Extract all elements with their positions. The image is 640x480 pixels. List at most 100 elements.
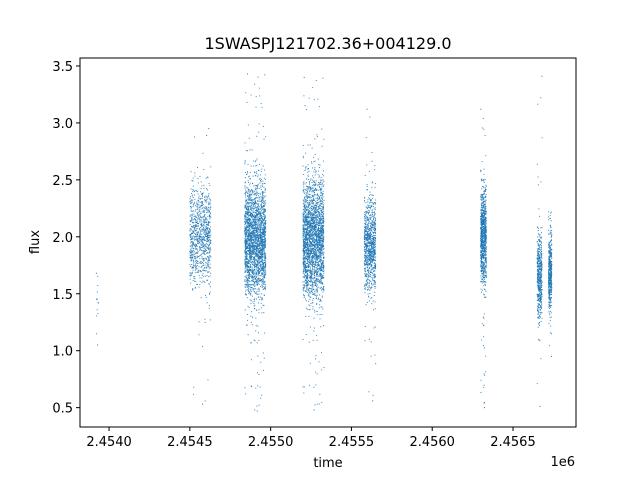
data-point [248,275,250,277]
data-point [258,293,260,295]
data-point [249,237,251,239]
data-point [319,300,321,302]
data-point [306,199,308,201]
data-point [257,325,259,327]
data-point [209,263,211,265]
data-point [195,233,197,235]
data-point [245,227,247,229]
data-point [203,238,205,240]
data-point [259,223,261,225]
data-point [256,282,258,284]
data-point [262,221,264,223]
data-point [247,236,249,238]
data-point [250,359,252,361]
data-point [310,209,312,211]
data-point [245,257,247,259]
data-point [194,255,196,257]
data-point [257,225,259,227]
data-point [311,194,313,196]
data-point [305,218,307,220]
data-point [262,256,264,258]
data-point [314,225,316,227]
data-point [264,238,266,240]
data-point [199,236,201,238]
data-point [190,256,192,258]
data-point [197,270,199,272]
data-point [310,238,312,240]
data-point [260,221,262,223]
data-point [317,241,319,243]
data-point [208,257,210,259]
data-point [320,251,322,253]
data-point [316,264,318,266]
data-point [314,268,316,270]
data-point [248,221,250,223]
data-point [311,245,313,247]
data-point [304,275,306,277]
data-point [202,193,204,195]
data-point [256,283,258,285]
data-point [264,233,266,235]
data-point [246,248,248,250]
data-point [304,241,306,243]
data-point [249,253,251,255]
data-point [204,275,206,277]
data-point [308,309,310,311]
data-point [207,221,209,223]
data-point [322,308,324,310]
data-point [322,214,324,216]
data-point [247,231,249,233]
data-point [308,210,310,212]
data-point [203,244,205,245]
data-point [317,256,319,258]
data-point [201,208,203,210]
data-point [252,250,254,252]
data-point [322,201,324,203]
data-point [311,147,313,149]
data-point [322,228,324,230]
data-point [251,284,253,286]
data-point [319,195,321,197]
data-point [260,210,262,212]
data-point [311,260,313,262]
data-point [257,220,259,222]
data-point [318,201,320,203]
data-point [255,230,257,232]
data-point [190,275,192,277]
data-point [252,237,254,239]
data-point [244,185,246,187]
data-point [190,228,192,230]
data-point [255,239,257,241]
data-point [192,257,194,259]
data-point [320,256,322,258]
data-point [316,134,318,136]
data-point [311,188,313,190]
data-point [190,220,192,222]
data-point [247,277,249,279]
data-point [254,268,256,270]
data-point [200,233,202,235]
data-point [320,249,322,251]
data-point [199,216,201,218]
data-point [249,270,251,272]
data-point [258,404,260,406]
data-point [248,253,250,255]
data-point [310,217,312,219]
data-point [316,200,318,202]
data-point [321,270,323,272]
data-point [206,228,208,230]
data-point [261,298,263,300]
data-point [264,182,266,184]
data-point [259,255,261,257]
data-point [247,188,249,190]
data-point [198,211,200,213]
data-point [262,265,264,267]
data-point [255,194,257,196]
data-point [313,190,315,192]
data-point [249,266,251,268]
data-point [246,264,248,266]
data-point [254,208,256,210]
data-point [190,199,192,201]
data-point [259,296,261,298]
data-point [260,253,262,255]
